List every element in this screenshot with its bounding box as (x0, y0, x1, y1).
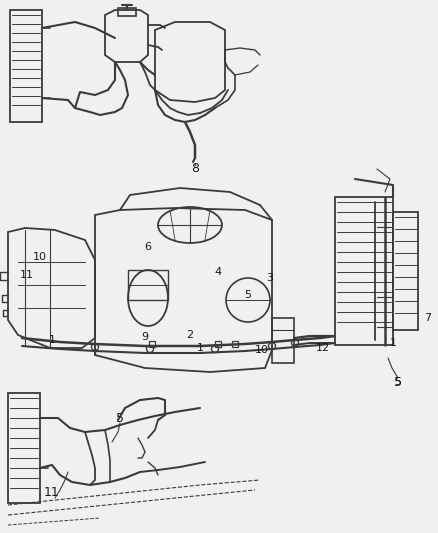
Text: 5: 5 (244, 290, 251, 300)
Text: 11: 11 (44, 487, 60, 499)
Text: 10: 10 (255, 345, 269, 355)
Text: 11: 11 (20, 270, 34, 280)
Text: 7: 7 (424, 313, 431, 323)
Text: 9: 9 (141, 332, 148, 342)
Text: 3: 3 (266, 273, 273, 283)
Bar (8, 393, 40, 503)
Text: 4: 4 (215, 267, 222, 277)
Bar (272, 318, 294, 363)
Text: 5: 5 (395, 377, 402, 387)
Bar (118, 8, 136, 16)
Text: 12: 12 (316, 343, 330, 353)
Bar (128, 270, 168, 300)
Bar (215, 341, 221, 347)
Text: 10: 10 (33, 252, 47, 262)
Text: 5: 5 (116, 411, 124, 424)
Bar (149, 341, 155, 347)
Text: 8: 8 (191, 161, 199, 174)
Text: 2: 2 (187, 330, 194, 340)
Text: 1: 1 (197, 343, 204, 353)
Bar (335, 197, 393, 345)
Text: 6: 6 (145, 242, 152, 252)
Bar (10, 10, 42, 122)
Bar (232, 341, 238, 347)
Bar (393, 212, 418, 330)
Text: 1: 1 (389, 338, 396, 348)
Text: 1: 1 (49, 335, 56, 345)
Text: 5: 5 (394, 376, 402, 389)
